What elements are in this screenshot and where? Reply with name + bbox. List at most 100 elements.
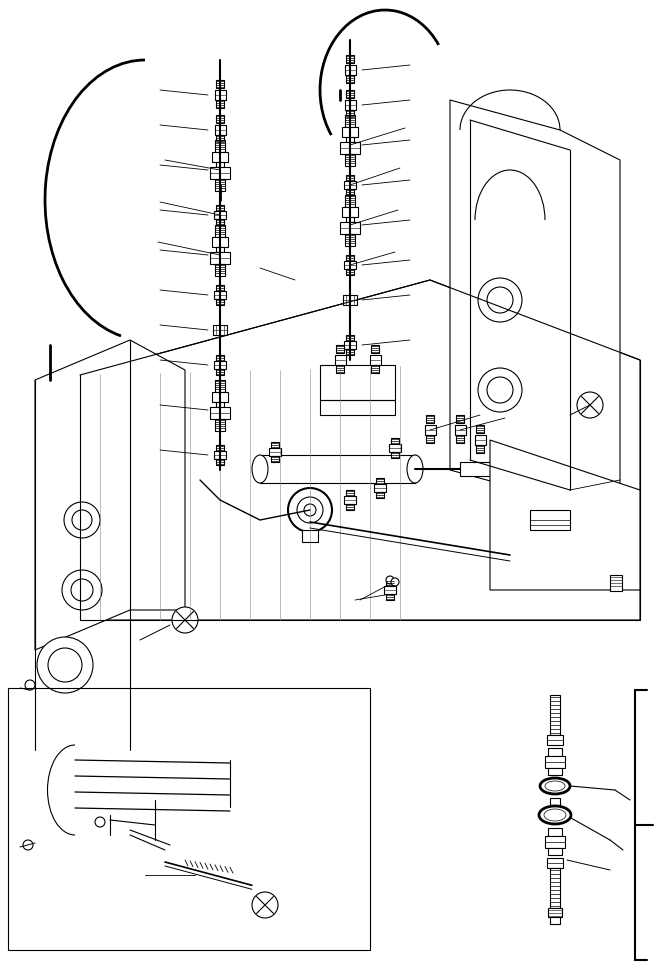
Bar — [346, 75, 354, 83]
Bar — [456, 415, 464, 423]
Bar — [216, 205, 224, 211]
Bar — [215, 140, 225, 152]
Bar — [214, 211, 226, 219]
Bar — [476, 445, 484, 453]
Bar — [214, 361, 226, 369]
Bar — [376, 492, 384, 498]
Bar — [346, 217, 354, 222]
Bar — [346, 255, 354, 261]
Bar — [505, 550, 523, 564]
Bar — [216, 459, 224, 465]
Bar — [547, 858, 563, 868]
Bar — [346, 137, 354, 142]
Bar — [215, 225, 225, 237]
Bar — [212, 152, 228, 162]
Bar — [210, 252, 230, 264]
Bar — [346, 189, 354, 195]
Circle shape — [172, 607, 198, 633]
Bar — [342, 127, 358, 137]
Bar — [340, 222, 360, 234]
Bar — [386, 594, 394, 600]
Bar — [260, 455, 415, 483]
Bar — [216, 247, 224, 252]
Bar — [550, 868, 560, 908]
Bar — [216, 80, 224, 88]
Bar — [426, 415, 434, 423]
Bar — [346, 504, 354, 510]
Polygon shape — [80, 280, 640, 620]
Bar — [548, 768, 562, 775]
Bar — [212, 237, 228, 247]
Bar — [336, 365, 344, 373]
Bar — [384, 586, 396, 594]
Bar — [216, 369, 224, 375]
Bar — [215, 419, 225, 431]
Bar — [455, 425, 466, 435]
Circle shape — [95, 817, 105, 827]
Bar — [212, 392, 228, 402]
Bar — [216, 135, 224, 143]
Bar — [345, 65, 356, 75]
Bar — [216, 285, 224, 291]
Polygon shape — [35, 340, 185, 650]
Bar — [215, 380, 225, 392]
Bar — [548, 908, 562, 917]
Bar — [345, 234, 355, 246]
Bar — [271, 456, 279, 462]
Bar — [345, 195, 355, 207]
Bar — [374, 484, 386, 492]
Circle shape — [478, 368, 522, 412]
Bar — [216, 299, 224, 305]
Circle shape — [577, 392, 603, 418]
Ellipse shape — [252, 455, 268, 483]
Bar — [216, 219, 224, 225]
Bar — [545, 756, 565, 768]
Bar — [376, 478, 384, 484]
Bar — [476, 425, 484, 433]
Circle shape — [62, 570, 102, 610]
Bar — [475, 435, 486, 445]
Circle shape — [386, 576, 394, 584]
Bar — [345, 115, 355, 127]
Bar — [548, 748, 562, 756]
Bar — [371, 365, 379, 373]
Bar — [391, 438, 399, 444]
Bar — [345, 154, 355, 166]
Bar — [336, 345, 344, 353]
Bar — [547, 735, 563, 745]
Bar — [346, 269, 354, 275]
Bar — [216, 355, 224, 361]
Bar — [346, 349, 354, 355]
Bar — [346, 175, 354, 181]
Ellipse shape — [539, 806, 571, 824]
Bar — [426, 435, 434, 443]
Ellipse shape — [540, 778, 570, 794]
Bar — [216, 402, 224, 407]
Circle shape — [64, 502, 100, 538]
Bar — [269, 448, 281, 456]
Bar — [210, 407, 230, 419]
Bar — [550, 917, 560, 924]
Bar — [386, 580, 394, 586]
Bar — [340, 142, 360, 154]
Circle shape — [478, 278, 522, 322]
Polygon shape — [490, 440, 640, 590]
Bar — [335, 355, 346, 365]
Bar — [210, 167, 230, 179]
Bar — [548, 828, 562, 836]
Bar — [371, 345, 379, 353]
Bar — [271, 442, 279, 448]
Circle shape — [23, 840, 33, 850]
Bar — [389, 444, 401, 452]
Bar — [530, 510, 570, 530]
Bar — [344, 496, 356, 504]
Bar — [346, 490, 354, 496]
Circle shape — [391, 578, 399, 586]
Bar — [213, 325, 227, 335]
Bar — [342, 207, 358, 217]
Circle shape — [25, 680, 35, 690]
Bar — [8, 688, 370, 950]
Bar — [215, 264, 225, 276]
Bar — [346, 55, 354, 63]
Bar — [215, 125, 226, 135]
